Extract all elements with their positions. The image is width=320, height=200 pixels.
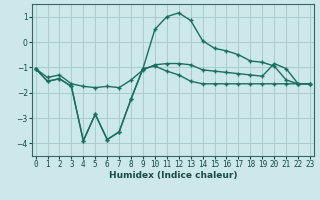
X-axis label: Humidex (Indice chaleur): Humidex (Indice chaleur) <box>108 171 237 180</box>
